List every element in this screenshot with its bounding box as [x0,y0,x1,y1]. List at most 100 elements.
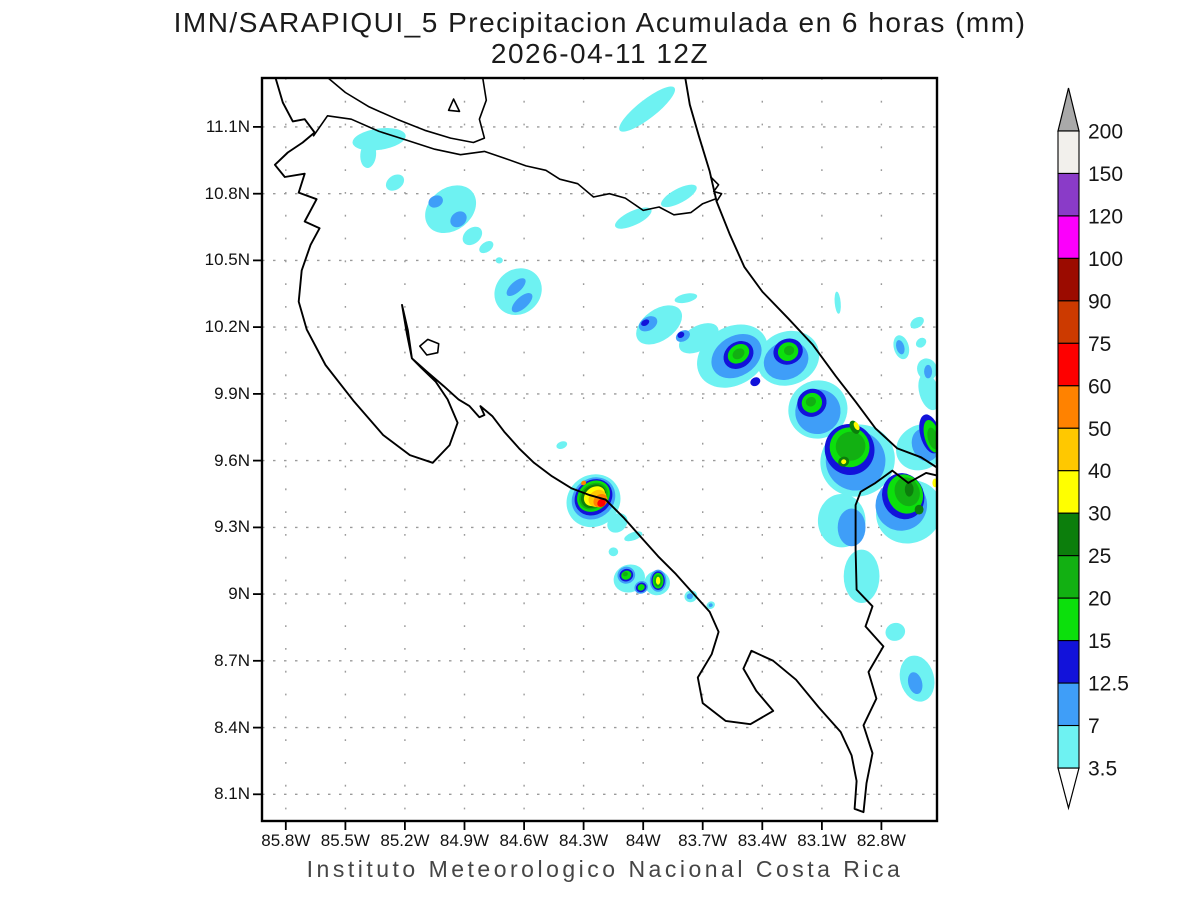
precip-cell [708,603,713,608]
colorbar-segment [1057,640,1080,684]
lon-tick-label: 84.3W [559,831,609,850]
precip-cell [556,441,568,449]
colorbar-label: 30 [1088,503,1111,526]
source-caption: Instituto Meteorologico Nacional Costa R… [306,856,904,882]
colorbar-label: 25 [1088,545,1111,568]
precip-cell [506,278,526,296]
precip-cell [428,195,443,208]
coastline-caribbean-coast [684,78,937,469]
precip-cell [352,127,406,151]
colorbar-label: 100 [1088,248,1123,271]
colorbar-label: 15 [1088,630,1111,653]
coastline-lake-shore [326,78,488,144]
colorbar-segment [1057,300,1080,344]
lat-tick-label: 9.6N [214,450,250,470]
colorbar-label: 12.5 [1088,673,1129,696]
precip-cell [677,331,685,338]
precip-cell [607,513,628,533]
lon-tick-label: 83.7W [678,831,728,850]
colorbar-label: 150 [1088,163,1123,186]
precip-cell [686,593,693,600]
chart-subtitle-date: 2026-04-11 12Z [490,38,710,69]
lat-tick-label: 9N [228,584,250,604]
precip-cell [360,141,377,168]
precip-cell [914,504,924,515]
precip-cell [619,86,676,132]
lat-tick-label: 8.4N [214,717,250,737]
colorbar-label: 200 [1088,121,1123,144]
lat-tick-label: 8.7N [214,650,250,670]
precip-cell [479,241,494,254]
precip-cell [655,576,661,585]
colorbar-label: 120 [1088,205,1123,228]
lat-tick-label: 11.1N [205,116,250,136]
precip-cell [750,377,761,387]
coastline-chira-island [419,338,440,356]
lon-tick-label: 85.8W [261,831,311,850]
precip-cell [924,364,933,379]
precip-cell [783,345,795,356]
coastline-border-river [312,114,716,216]
colorbar-label: 50 [1088,418,1111,441]
lon-tick-label: 84.6W [499,831,549,850]
precip-cell [834,291,841,314]
precip-cell [622,571,628,577]
coastline-pacific-coast [273,78,937,814]
precip-cell [608,547,619,557]
colorbar-segment [1057,385,1080,429]
precip-cell [895,340,905,355]
precip-cell [835,431,866,461]
colorbar-label: 7 [1088,715,1100,738]
colorbar-label: 20 [1088,588,1111,611]
colorbar-segment [1057,470,1080,514]
colorbar-label: 75 [1088,333,1111,356]
precip-cell [641,319,650,327]
lon-tick-label: 84W [625,831,661,850]
colorbar-segment [1057,512,1080,557]
colorbar: 200 150 120 100 90 75 60 50 40 30 25 20 15 12.5 7 3.5 [1057,87,1129,811]
precip-cell [450,211,467,228]
precip-cell [907,672,923,694]
lat-tick-label: 10.5N [204,250,250,270]
precip-cell [637,584,645,591]
precip-cell [511,293,533,313]
colorbar-label: 90 [1088,290,1111,313]
precip-cell [805,396,816,407]
lon-tick-label: 82.8W [856,831,906,850]
lon-tick-label: 83.4W [737,831,787,850]
precip-cell [615,207,652,229]
precip-cell [732,348,745,360]
precip-cell [674,293,698,304]
precip-cell [853,422,860,431]
lon-tick-label: 85.2W [380,831,430,850]
precip-cell [841,459,847,465]
lon-tick-label: 83.1W [797,831,847,850]
precip-cell [661,184,697,208]
lat-tick-label: 10.8N [204,183,250,203]
precip-cell [837,508,866,547]
colorbar-segment [1057,257,1080,302]
lat-tick-label: 8.1N [214,784,250,804]
coastline-lake-island [447,98,461,113]
colorbar-segment [1057,724,1080,769]
precip-cell [915,337,927,348]
precip-cell [462,226,483,246]
precip-cell [636,305,683,345]
precip-cell [885,622,906,641]
precip-cell [597,498,606,507]
lat-tick-label: 9.3N [214,517,250,537]
coastline-delta [709,176,723,203]
precip-cell [385,174,405,191]
map-frame [260,76,939,823]
colorbar-segment [1057,130,1080,175]
precip-cell [843,549,880,603]
colorbar-label: 60 [1088,375,1111,398]
colorbar-segment [1057,555,1080,599]
precip-cell [495,257,503,264]
colorbar-label: 40 [1088,460,1111,483]
precip-cell [581,480,587,486]
colorbar-label: 3.5 [1088,758,1117,781]
colorbar-over-arrow [1057,87,1080,132]
lon-tick-label: 84.9W [439,831,490,850]
